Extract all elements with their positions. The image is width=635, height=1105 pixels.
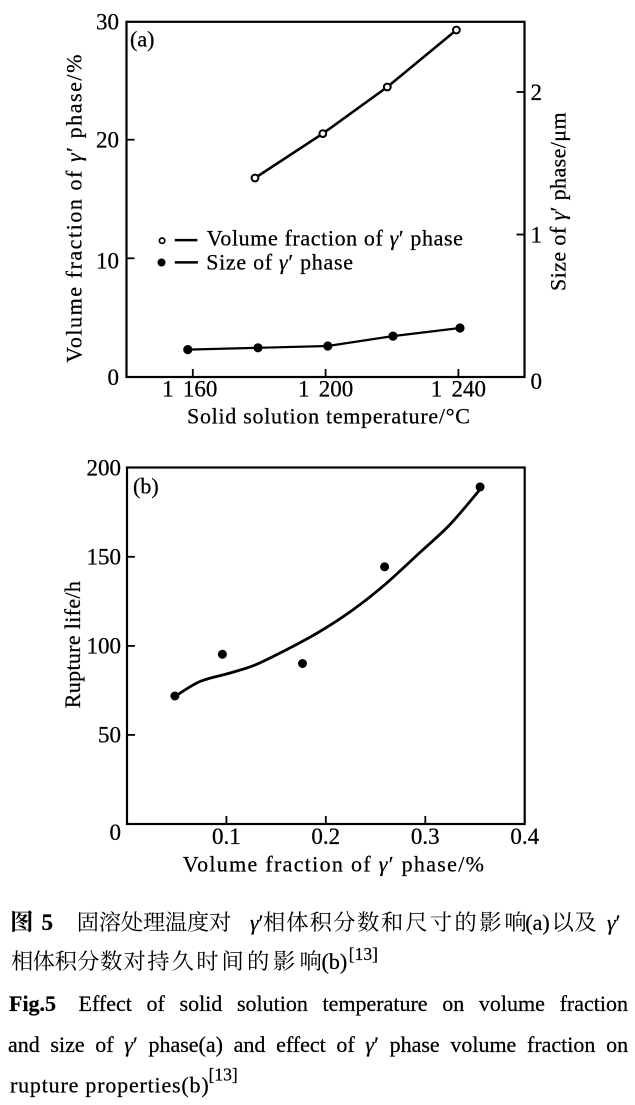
svg-text:(b): (b) [133,474,159,499]
svg-text:10: 10 [96,249,119,274]
svg-text:20: 20 [96,128,119,153]
svg-text:2: 2 [531,80,543,105]
svg-text:0.4: 0.4 [510,824,539,849]
svg-text:Size of γ′ phase/μm: Size of γ′ phase/μm [546,112,571,291]
svg-text:200: 200 [87,456,122,481]
svg-text:Effect of solid solution tempe: Effect of solid solution temperature on … [79,991,628,1016]
svg-text:rupture properties(b): rupture properties(b) [10,1073,209,1098]
svg-text:0: 0 [531,369,543,394]
svg-text:1 200: 1 200 [298,376,353,401]
svg-text:Volume fraction of γ′ phase/%: Volume fraction of γ′ phase/% [62,53,87,363]
svg-text:0.2: 0.2 [311,824,340,849]
svg-text:50: 50 [98,723,121,748]
svg-text:0: 0 [108,365,120,390]
svg-text:Size of γ′ phase: Size of γ′ phase [206,249,354,274]
svg-text:and size of γ′ phase(a) and ef: and size of γ′ phase(a) and effect of γ′… [8,1032,628,1057]
svg-text:(a): (a) [130,27,154,52]
svg-text:100: 100 [87,634,122,659]
svg-text:(b): (b) [322,949,348,974]
svg-text:1 160: 1 160 [162,376,217,401]
svg-text:Volume fraction of γ′ phase: Volume fraction of γ′ phase [207,226,464,251]
svg-text:Fig.5: Fig.5 [9,991,56,1016]
svg-text:[13]: [13] [349,944,378,964]
svg-text:1 240: 1 240 [431,376,486,401]
svg-text:Rupture life/h: Rupture life/h [60,581,85,708]
svg-text:Volume fraction of γ′ phase/%: Volume fraction of γ′ phase/% [183,852,486,877]
svg-text:[13]: [13] [209,1065,238,1085]
svg-text:Solid solution temperature/°C: Solid solution temperature/°C [187,404,471,429]
svg-text:γ′: γ′ [607,910,620,935]
svg-text:0: 0 [110,820,122,845]
svg-text:γ′: γ′ [250,910,263,935]
svg-text:5: 5 [42,910,54,935]
svg-text:1: 1 [531,223,543,248]
svg-text:30: 30 [96,10,119,35]
svg-text:(a): (a) [525,910,549,935]
svg-text:0.1: 0.1 [212,824,241,849]
svg-text:150: 150 [87,545,122,570]
svg-text:0.3: 0.3 [411,824,440,849]
